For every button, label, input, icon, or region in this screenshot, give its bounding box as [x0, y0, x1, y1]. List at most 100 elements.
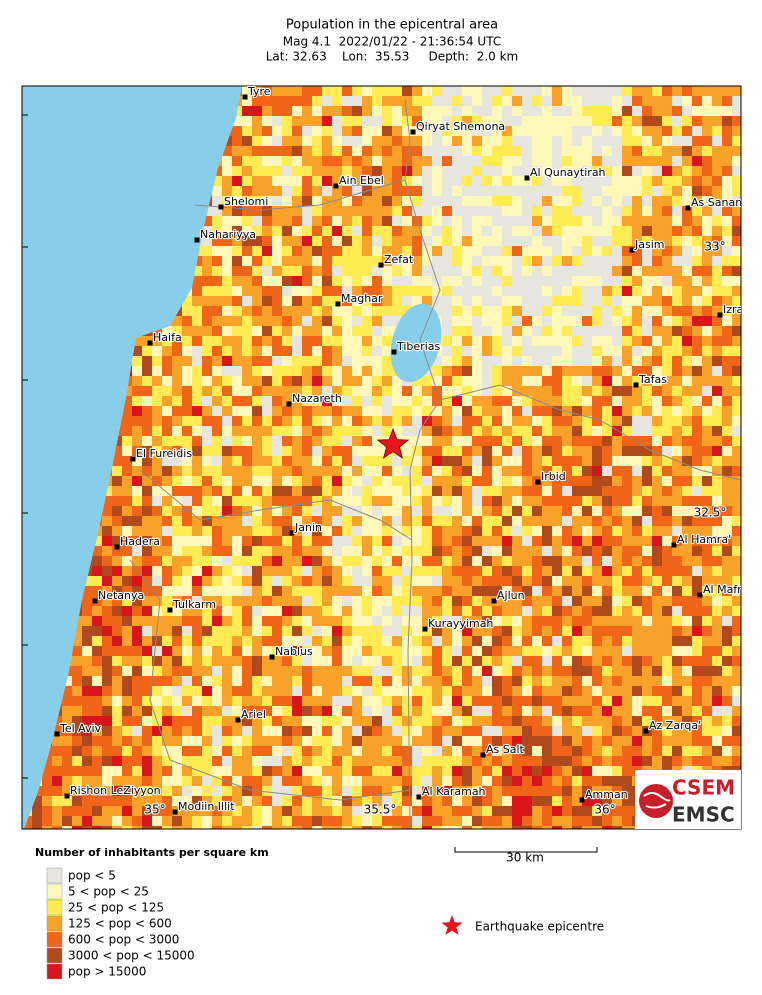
- pop-cell: [332, 766, 342, 776]
- pop-cell: [372, 386, 382, 396]
- pop-cell: [102, 506, 112, 516]
- pop-cell: [672, 416, 682, 426]
- pop-cell: [632, 556, 642, 566]
- pop-cell: [642, 296, 652, 306]
- pop-cell: [582, 536, 592, 546]
- pop-cell: [332, 236, 342, 246]
- pop-cell: [512, 486, 522, 496]
- pop-cell: [252, 176, 262, 186]
- pop-cell: [202, 686, 212, 696]
- pop-cell: [592, 446, 602, 456]
- pop-cell: [592, 736, 602, 746]
- pop-cell: [162, 586, 172, 596]
- pop-cell: [492, 246, 502, 256]
- pop-cell: [472, 376, 482, 386]
- pop-cell: [502, 596, 512, 606]
- pop-cell: [562, 726, 572, 736]
- pop-cell: [562, 646, 572, 656]
- pop-cell: [622, 316, 632, 326]
- pop-cell: [392, 206, 402, 216]
- pop-cell: [172, 526, 182, 536]
- pop-cell: [672, 186, 682, 196]
- pop-cell: [472, 436, 482, 446]
- pop-cell: [602, 306, 612, 316]
- pop-cell: [462, 316, 472, 326]
- pop-cell: [222, 526, 232, 536]
- pop-cell: [482, 176, 492, 186]
- pop-cell: [302, 556, 312, 566]
- pop-cell: [152, 396, 162, 406]
- pop-cell: [392, 416, 402, 426]
- pop-cell: [322, 326, 332, 336]
- pop-cell: [472, 526, 482, 536]
- pop-cell: [222, 456, 232, 466]
- pop-cell: [602, 666, 612, 676]
- pop-cell: [682, 166, 692, 176]
- pop-cell: [262, 116, 272, 126]
- pop-cell: [402, 706, 412, 716]
- pop-cell: [362, 616, 372, 626]
- pop-cell: [522, 696, 532, 706]
- pop-cell: [452, 546, 462, 556]
- pop-cell: [522, 366, 532, 376]
- pop-cell: [302, 296, 312, 306]
- pop-cell: [552, 486, 562, 496]
- pop-cell: [382, 626, 392, 636]
- pop-cell: [492, 386, 502, 396]
- pop-cell: [362, 396, 372, 406]
- pop-cell: [182, 716, 192, 726]
- pop-cell: [732, 486, 741, 496]
- pop-cell: [342, 686, 352, 696]
- pop-cell: [662, 316, 672, 326]
- pop-cell: [712, 416, 722, 426]
- pop-cell: [402, 646, 412, 656]
- pop-cell: [612, 306, 622, 316]
- pop-cell: [732, 176, 741, 186]
- pop-cell: [282, 666, 292, 676]
- pop-cell: [462, 706, 472, 716]
- pop-cell: [272, 656, 282, 666]
- pop-cell: [522, 306, 532, 316]
- pop-cell: [172, 476, 182, 486]
- pop-cell: [302, 456, 312, 466]
- pop-cell: [512, 756, 522, 766]
- pop-cell: [672, 626, 682, 636]
- pop-cell: [502, 586, 512, 596]
- pop-cell: [702, 166, 712, 176]
- pop-cell: [152, 526, 162, 536]
- pop-cell: [462, 726, 472, 736]
- pop-cell: [432, 166, 442, 176]
- pop-cell: [532, 276, 542, 286]
- pop-cell: [722, 406, 732, 416]
- pop-cell: [462, 416, 472, 426]
- pop-cell: [212, 216, 222, 226]
- pop-cell: [482, 466, 492, 476]
- pop-cell: [442, 256, 452, 266]
- pop-cell: [282, 146, 292, 156]
- pop-cell: [342, 206, 352, 216]
- pop-cell: [222, 516, 232, 526]
- pop-cell: [242, 156, 252, 166]
- pop-cell: [412, 556, 422, 566]
- pop-cell: [522, 446, 532, 456]
- pop-cell: [692, 656, 702, 666]
- pop-cell: [732, 496, 741, 506]
- pop-cell: [342, 476, 352, 486]
- pop-cell: [712, 536, 722, 546]
- pop-cell: [712, 656, 722, 666]
- pop-cell: [242, 776, 252, 786]
- pop-cell: [522, 566, 532, 576]
- pop-cell: [712, 376, 722, 386]
- pop-cell: [732, 346, 741, 356]
- pop-cell: [582, 696, 592, 706]
- pop-cell: [652, 156, 662, 166]
- pop-cell: [332, 626, 342, 636]
- pop-cell: [652, 296, 662, 306]
- pop-cell: [132, 346, 142, 356]
- pop-cell: [102, 666, 112, 676]
- pop-cell: [252, 356, 262, 366]
- pop-cell: [192, 756, 202, 766]
- pop-cell: [232, 216, 242, 226]
- pop-cell: [672, 466, 682, 476]
- pop-cell: [602, 366, 612, 376]
